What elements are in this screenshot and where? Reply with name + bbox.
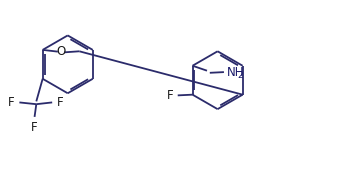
Text: O: O (56, 45, 66, 58)
Text: F: F (31, 121, 38, 134)
Text: F: F (8, 96, 15, 109)
Text: NH: NH (227, 66, 244, 79)
Text: F: F (167, 89, 174, 102)
Text: 2: 2 (237, 71, 243, 80)
Text: F: F (57, 96, 64, 109)
